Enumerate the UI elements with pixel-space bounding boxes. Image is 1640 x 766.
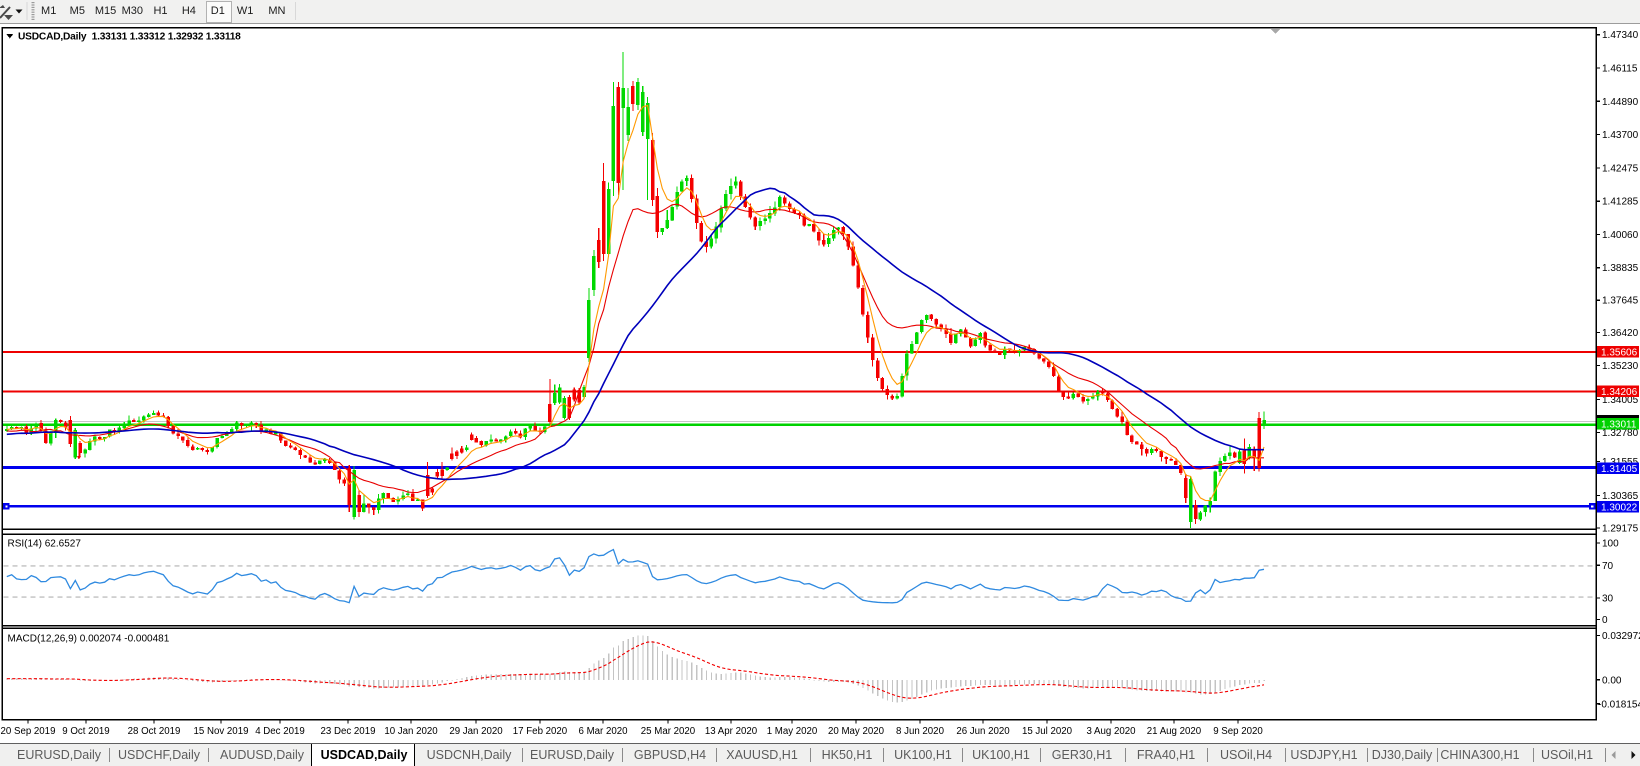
svg-text:29 Jan 2020: 29 Jan 2020 — [449, 726, 503, 737]
svg-text:10 Jan 2020: 10 Jan 2020 — [384, 726, 438, 737]
svg-text:1.35606: 1.35606 — [1601, 347, 1638, 358]
svg-text:17 Feb 2020: 17 Feb 2020 — [513, 726, 568, 737]
svg-text:20 May 2020: 20 May 2020 — [828, 726, 885, 737]
svg-text:1.34206: 1.34206 — [1601, 387, 1638, 398]
svg-text:-0.018154: -0.018154 — [1598, 699, 1640, 710]
svg-text:1.47340: 1.47340 — [1602, 30, 1639, 41]
svg-text:6 Mar 2020: 6 Mar 2020 — [578, 726, 628, 737]
svg-text:20 Sep 2019: 20 Sep 2019 — [1, 726, 56, 737]
svg-text:15 Nov 2019: 15 Nov 2019 — [194, 726, 249, 737]
svg-text:13 Apr 2020: 13 Apr 2020 — [705, 726, 758, 737]
svg-text:15 Jul 2020: 15 Jul 2020 — [1022, 726, 1073, 737]
svg-text:9 Oct 2019: 9 Oct 2019 — [62, 726, 109, 737]
svg-text:26 Jun 2020: 26 Jun 2020 — [956, 726, 1010, 737]
svg-text:1.33011: 1.33011 — [1601, 419, 1637, 430]
svg-text:8 Jun 2020: 8 Jun 2020 — [896, 726, 945, 737]
svg-text:23 Dec 2019: 23 Dec 2019 — [321, 726, 376, 737]
svg-text:1.36420: 1.36420 — [1602, 328, 1639, 339]
svg-text:70: 70 — [1602, 561, 1614, 572]
svg-text:1.43700: 1.43700 — [1602, 130, 1639, 141]
svg-text:25 Mar 2020: 25 Mar 2020 — [641, 726, 696, 737]
svg-text:1.44890: 1.44890 — [1602, 97, 1639, 108]
svg-text:1.34005: 1.34005 — [1602, 395, 1639, 406]
svg-text:1.30365: 1.30365 — [1602, 491, 1639, 502]
svg-text:1.30022: 1.30022 — [1601, 502, 1638, 513]
svg-text:1.42475: 1.42475 — [1602, 163, 1639, 174]
svg-text:1.40060: 1.40060 — [1602, 230, 1639, 241]
svg-text:100: 100 — [1602, 538, 1619, 549]
svg-text:28 Oct 2019: 28 Oct 2019 — [128, 726, 181, 737]
svg-text:9 Sep 2020: 9 Sep 2020 — [1213, 726, 1263, 737]
svg-text:1.32780: 1.32780 — [1602, 428, 1639, 439]
svg-text:1 May 2020: 1 May 2020 — [767, 726, 818, 737]
svg-text:1.37645: 1.37645 — [1602, 296, 1639, 307]
svg-text:21 Aug 2020: 21 Aug 2020 — [1147, 726, 1202, 737]
svg-text:1.29175: 1.29175 — [1602, 524, 1639, 535]
svg-text:1.41285: 1.41285 — [1602, 197, 1639, 208]
svg-text:USDCAD,Daily 1.33131 1.33312: USDCAD,Daily 1.33131 1.33312 1.32932 1.3… — [18, 31, 241, 42]
svg-text:3 Aug 2020: 3 Aug 2020 — [1086, 726, 1136, 737]
svg-text:0.032972: 0.032972 — [1602, 631, 1640, 642]
svg-text:1.46115: 1.46115 — [1602, 64, 1638, 75]
svg-text:MACD(12,26,9) 0.002074 -0.0004: MACD(12,26,9) 0.002074 -0.000481 — [8, 634, 170, 645]
svg-text:1.35230: 1.35230 — [1602, 361, 1639, 372]
svg-text:4 Dec 2019: 4 Dec 2019 — [255, 726, 305, 737]
svg-text:1.31405: 1.31405 — [1601, 464, 1638, 475]
svg-text:30: 30 — [1602, 593, 1614, 604]
svg-text:0.00: 0.00 — [1602, 675, 1622, 686]
svg-text:1.38835: 1.38835 — [1602, 263, 1639, 274]
svg-text:0: 0 — [1602, 615, 1608, 626]
svg-text:RSI(14) 62.6527: RSI(14) 62.6527 — [8, 539, 82, 550]
